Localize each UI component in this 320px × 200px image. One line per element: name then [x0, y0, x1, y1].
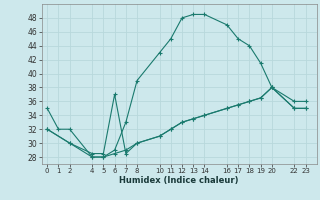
- X-axis label: Humidex (Indice chaleur): Humidex (Indice chaleur): [119, 176, 239, 185]
